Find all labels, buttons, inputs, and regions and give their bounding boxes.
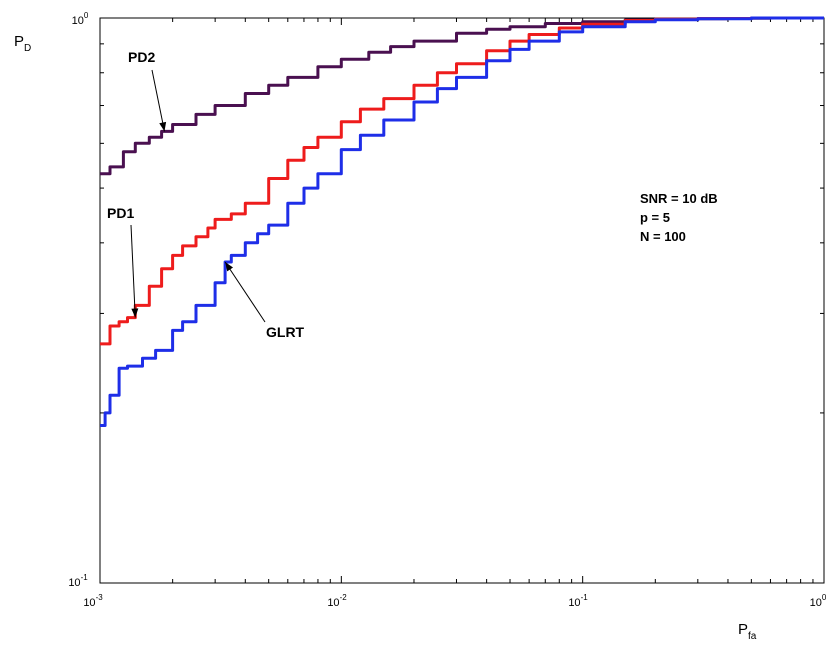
x-tick-label-2: 10-2 xyxy=(327,593,347,609)
arrowhead-glrt xyxy=(225,261,234,272)
plot-frame xyxy=(99,17,825,584)
arrowhead-pd2 xyxy=(159,121,167,132)
arrowhead-pd1 xyxy=(131,308,139,318)
y-tick-label-1: 10-1 xyxy=(68,573,88,589)
x-axis-label: Pfa xyxy=(738,621,757,642)
y-axis-label: PD xyxy=(14,33,31,54)
x-tick-label-4: 100 xyxy=(810,593,827,609)
x-tick-label-1: 10-3 xyxy=(83,593,103,609)
info-n: N = 100 xyxy=(640,229,686,244)
annotation-arrows xyxy=(130,69,266,323)
tick-marks xyxy=(99,17,825,584)
info-snr: SNR = 10 dB xyxy=(640,191,718,206)
y-tick-label-2: 100 xyxy=(72,11,89,27)
annotation-arrow-glrt xyxy=(224,261,266,323)
x-tick-label-3: 10-1 xyxy=(568,593,588,609)
annotation-arrow-pd1 xyxy=(130,224,136,318)
annotation-label-pd1: PD1 xyxy=(107,205,134,221)
annotation-label-pd2: PD2 xyxy=(128,49,155,65)
series-group xyxy=(100,16,824,427)
series-line-pd1 xyxy=(100,16,824,346)
series-line-glrt xyxy=(100,16,824,427)
series-line-pd2 xyxy=(100,16,824,176)
info-p: p = 5 xyxy=(640,210,670,225)
annotation-arrow-pd2 xyxy=(151,69,165,132)
annotation-label-glrt: GLRT xyxy=(266,324,305,340)
